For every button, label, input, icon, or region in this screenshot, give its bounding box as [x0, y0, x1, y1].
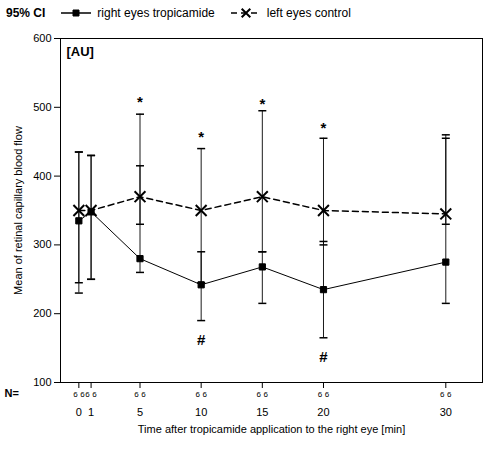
svg-text:200: 200	[33, 307, 51, 319]
svg-text:30: 30	[440, 406, 452, 418]
svg-text:6: 6	[318, 390, 323, 399]
svg-text:400: 400	[33, 170, 51, 182]
svg-text:6: 6	[440, 390, 445, 399]
svg-text:6: 6	[202, 390, 207, 399]
svg-text:0: 0	[76, 406, 82, 418]
svg-text:*: *	[321, 119, 327, 136]
svg-text:N=: N=	[5, 387, 19, 399]
svg-text:6: 6	[257, 390, 262, 399]
svg-text:6: 6	[141, 390, 146, 399]
svg-text:*: *	[259, 95, 265, 112]
svg-text:6: 6	[195, 390, 200, 399]
svg-text:6: 6	[134, 390, 139, 399]
svg-text:*: *	[137, 93, 143, 110]
html-text:95% CI: 95% CI	[6, 6, 46, 20]
svg-text:15: 15	[256, 406, 268, 418]
svg-text:6: 6	[73, 390, 78, 399]
svg-text:600: 600	[33, 32, 51, 44]
svg-text:6: 6	[85, 390, 90, 399]
svg-text:6: 6	[264, 390, 269, 399]
svg-text:6: 6	[325, 390, 330, 399]
svg-text:*: *	[198, 128, 204, 145]
html-text:left eyes control: left eyes control	[266, 6, 351, 20]
svg-text:20: 20	[317, 406, 329, 418]
svg-text:500: 500	[33, 101, 51, 113]
svg-text:100: 100	[33, 376, 51, 388]
svg-text:#: #	[197, 331, 206, 348]
svg-text:300: 300	[33, 238, 51, 250]
svg-text:6: 6	[80, 390, 85, 399]
html-text:right eyes tropicamide: right eyes tropicamide	[97, 6, 215, 20]
svg-text:1: 1	[88, 406, 94, 418]
svg-text:6: 6	[447, 390, 452, 399]
svg-text:5: 5	[137, 406, 143, 418]
svg-text:[AU]: [AU]	[67, 44, 94, 59]
svg-text:#: #	[319, 348, 328, 365]
svg-text:10: 10	[195, 406, 207, 418]
svg-text:6: 6	[92, 390, 97, 399]
svg-text:Time after tropicamide applica: Time after tropicamide application to th…	[138, 423, 405, 435]
svg-text:Mean of retinal capillary bloo: Mean of retinal capillary blood flow	[12, 126, 24, 295]
